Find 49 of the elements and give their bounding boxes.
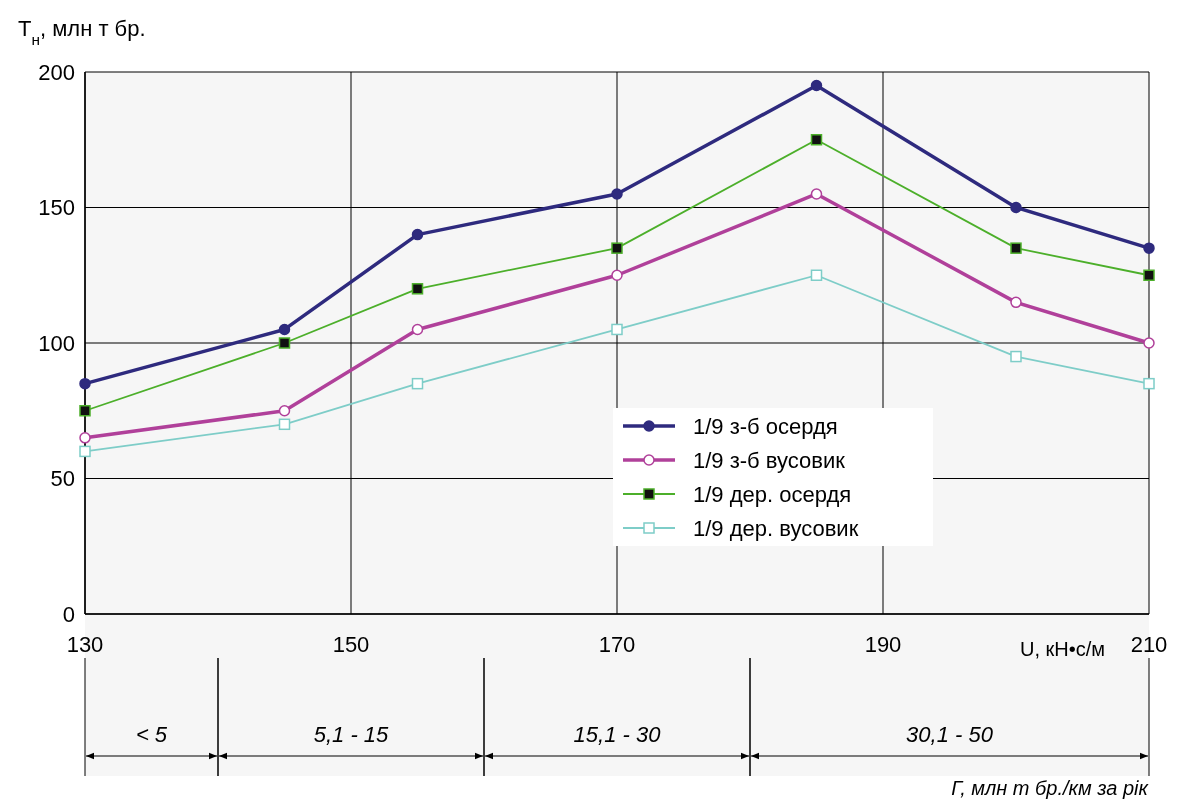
point [1010, 242, 1022, 254]
y-tick-label: 150 [38, 195, 75, 221]
point [411, 283, 424, 295]
point [611, 269, 623, 281]
point [810, 134, 823, 146]
x-tick-label: 210 [1130, 632, 1168, 657]
x-tick-label: 190 [864, 632, 902, 657]
x-tick-label: 150 [332, 632, 370, 657]
y-axis-title: Т$_{н}$, млн т бр. [18, 16, 146, 48]
x-tick-label: 130 [66, 632, 104, 657]
point [1010, 201, 1022, 214]
x-axis-title: U, кН•с/м [1019, 638, 1105, 660]
y-tick-label: 100 [38, 330, 75, 356]
legend-label: 1/9 дер. вусовик [693, 515, 859, 541]
point [411, 228, 424, 241]
text: Г, млн т бр./км за рік [951, 777, 1150, 799]
y-tick-label: 50 [50, 466, 75, 492]
band-label: 15,1 - 30 [573, 722, 662, 747]
point [1143, 377, 1155, 390]
point [278, 418, 291, 431]
band-label: 5,1 - 15 [313, 722, 390, 747]
point [278, 405, 291, 417]
legend-label: 1/9 з-б осердя [693, 413, 838, 439]
y-tick-label: 200 [38, 59, 75, 85]
point [79, 377, 91, 390]
legend-label: 1/9 дер. осердя [693, 481, 852, 507]
point [1010, 350, 1022, 363]
point [79, 405, 91, 417]
legend-label: 1/9 з-б вусовик [693, 447, 846, 473]
point [611, 323, 623, 336]
band-label: < 5 [135, 722, 168, 747]
y-tick-label: 0 [62, 601, 75, 627]
point [79, 445, 91, 458]
point [411, 323, 424, 336]
point [1010, 296, 1022, 309]
band-label: 30,1 - 50 [906, 722, 994, 747]
x-tick-label: 170 [598, 632, 636, 657]
point [1143, 269, 1155, 281]
point [810, 79, 823, 92]
point [611, 242, 623, 254]
point [278, 337, 291, 349]
point [1143, 242, 1155, 254]
point [1143, 337, 1155, 349]
point [411, 377, 424, 390]
point [79, 432, 91, 444]
point [278, 323, 291, 336]
point [810, 188, 823, 200]
point [611, 188, 623, 200]
point [810, 269, 823, 281]
